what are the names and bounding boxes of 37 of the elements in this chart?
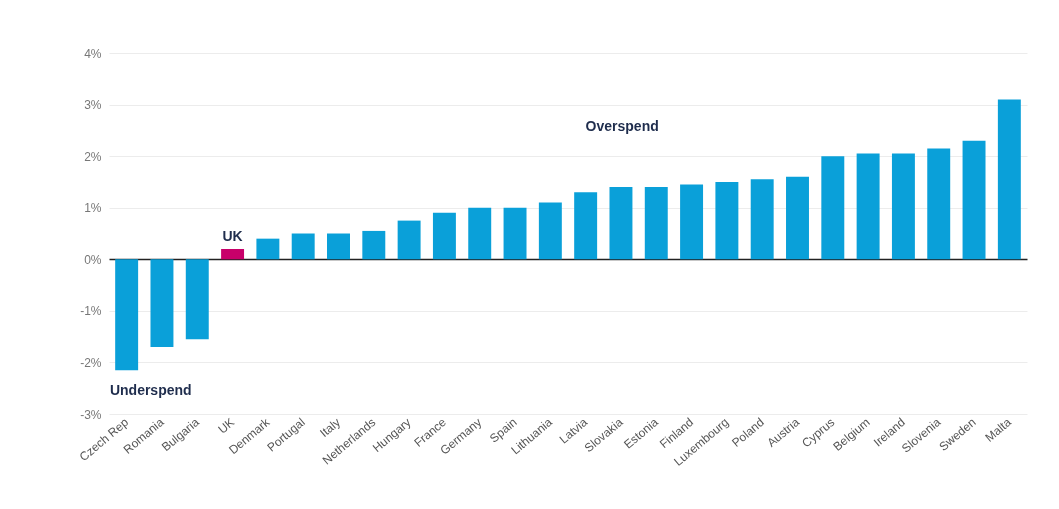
- bar: [927, 148, 951, 260]
- y-tick-label: 4%: [84, 46, 102, 61]
- bar: [962, 140, 986, 260]
- bar: [150, 259, 174, 347]
- y-tick-label: 1%: [84, 201, 102, 216]
- bar: [680, 184, 704, 260]
- bar: [468, 207, 492, 260]
- bar: [115, 259, 139, 371]
- annotation: UK: [222, 227, 243, 244]
- bar: [185, 259, 209, 340]
- bar: [821, 156, 845, 260]
- bar: [538, 202, 562, 260]
- bar: [997, 99, 1021, 260]
- y-tick-label: -2%: [80, 355, 102, 370]
- y-tick-label: 3%: [84, 98, 102, 113]
- bar: [221, 248, 245, 260]
- bar: [750, 179, 774, 260]
- bar: [327, 233, 350, 260]
- y-tick-label: 0%: [84, 252, 102, 267]
- y-tick-label: -1%: [80, 304, 102, 319]
- bar: [291, 233, 315, 260]
- bar: [362, 230, 386, 260]
- bar: [856, 153, 880, 260]
- bar: [503, 207, 527, 260]
- annotation: Overspend: [585, 118, 659, 135]
- bar: [574, 192, 598, 260]
- y-tick-label: 2%: [84, 149, 102, 164]
- bar: [786, 176, 809, 260]
- bar: [432, 212, 456, 260]
- bar: [891, 153, 915, 260]
- bar: [644, 187, 668, 260]
- bar: [609, 187, 633, 260]
- bar: [397, 220, 421, 260]
- annotation: Underspend: [109, 381, 192, 398]
- bar: [256, 238, 280, 260]
- bar: [715, 181, 739, 260]
- y-tick-label: -3%: [80, 407, 102, 422]
